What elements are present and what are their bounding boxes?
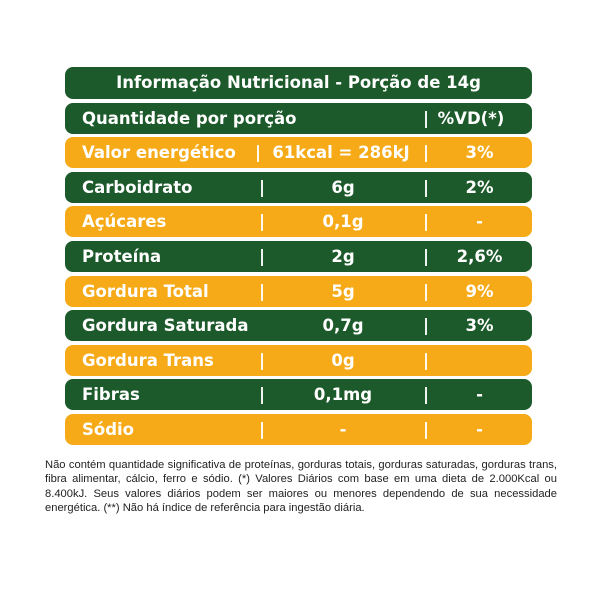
column-separator: | [259,246,266,266]
table-row-carboidrato: Carboidrato | 6g | 2% [65,171,532,203]
column-separator: | [259,177,266,197]
table-row-fibras: Fibras | 0,1mg | - [65,379,532,411]
nutrient-amount: 0g [331,350,355,370]
nutrient-name: Gordura Trans [82,350,214,370]
column-separator: | [423,108,430,128]
nutrient-amount: 2g [331,246,355,266]
column-separator: | [259,350,266,370]
nutrient-amount: 0,1g [322,212,364,232]
table-row-gordura-saturada: Gordura Saturada 0,7g | 3% [65,310,532,342]
nutrient-amount: 0,7g [322,316,364,336]
nutrient-amount: 0,1mg [313,385,373,405]
nutrient-vd: 2% [465,177,494,197]
nutrient-amount: 6g [331,177,355,197]
nutrient-vd: 9% [465,281,494,301]
nutrient-name: Carboidrato [82,177,193,197]
column-separator: | [423,212,430,232]
nutrient-amount: 5g [331,281,355,301]
column-separator: | [423,419,430,439]
table-row-sodio: Sódio | - | - [65,413,532,445]
nutrient-name: Gordura Saturada [82,316,249,336]
nutrient-vd: - [476,212,483,232]
column-separator: | [423,281,430,301]
column-separator: | [423,385,430,405]
column-separator: | [259,212,266,232]
table-row-gordura-trans: Gordura Trans | 0g | [65,344,532,376]
footnote-text: Não contém quantidade significativa de p… [45,459,557,515]
table-row-proteina: Proteína | 2g | 2,6% [65,240,532,272]
nutrient-vd: - [476,419,483,439]
table-header: Quantidade por porção | %VD(*) [65,102,532,134]
column-separator: | [423,143,430,163]
table-row-gordura-total: Gordura Total | 5g | 9% [65,275,532,307]
table-title-text: Informação Nutricional - Porção de 14g [116,73,481,92]
column-separator: | [423,316,430,336]
nutrient-name: Sódio [82,419,135,439]
table-row-valor-energetico: Valor energético | 61kcal = 286kJ | 3% [65,137,532,169]
column-separator: | [255,143,262,163]
table-title: Informação Nutricional - Porção de 14g [65,67,532,99]
column-separator: | [259,419,266,439]
nutrient-name: Valor energético [82,143,236,163]
header-label: Quantidade por porção [82,108,297,128]
nutrient-name: Açúcares [82,212,167,232]
column-separator: | [423,246,430,266]
nutrient-vd: 3% [465,143,494,163]
nutrient-vd: 3% [465,316,494,336]
nutrient-amount: 61kcal = 286kJ [272,143,410,163]
nutrient-vd: 2,6% [456,246,503,266]
nutrient-name: Fibras [82,385,140,405]
nutrient-vd: - [476,385,483,405]
column-separator: | [423,350,430,370]
column-separator: | [423,177,430,197]
nutrient-amount: - [339,419,347,439]
nutrient-name: Proteína [82,246,162,266]
column-separator: | [259,281,266,301]
header-vd-label: %VD(*) [437,108,505,128]
column-separator: | [259,385,266,405]
nutrient-name: Gordura Total [82,281,209,301]
table-row-acucares: Açúcares | 0,1g | - [65,206,532,238]
nutrition-table: Informação Nutricional - Porção de 14g Q… [65,67,532,449]
